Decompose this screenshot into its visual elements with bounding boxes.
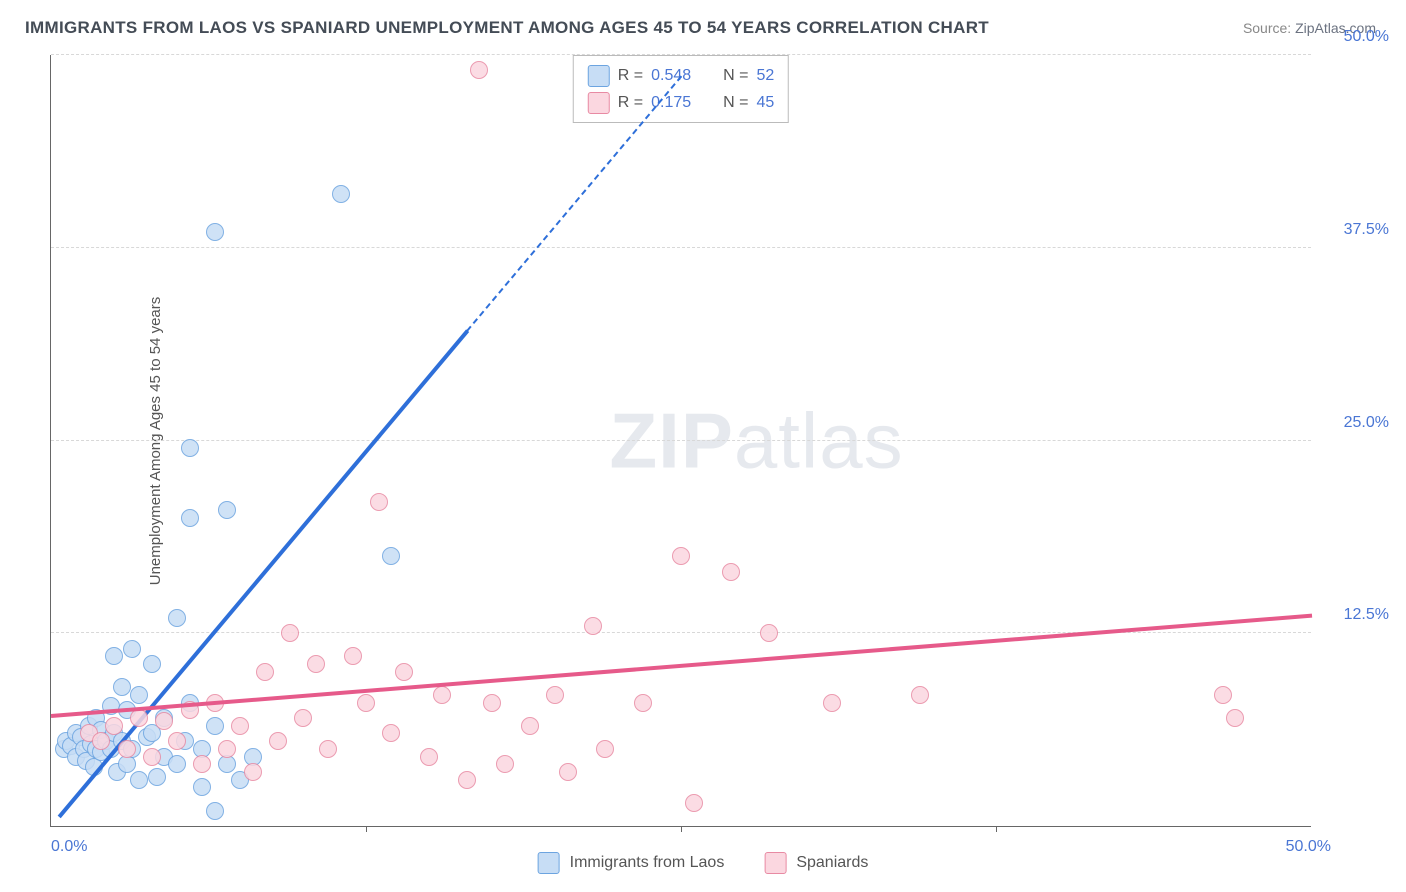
- source-label: Source:: [1243, 20, 1291, 36]
- data-point: [123, 640, 141, 658]
- n-label: N =: [723, 89, 748, 116]
- data-point: [760, 624, 778, 642]
- data-point: [911, 686, 929, 704]
- legend-label: Spaniards: [796, 854, 868, 872]
- data-point: [269, 732, 287, 750]
- legend-swatch: [588, 92, 610, 114]
- data-point: [483, 694, 501, 712]
- data-point: [433, 686, 451, 704]
- data-point: [1214, 686, 1232, 704]
- data-point: [244, 763, 262, 781]
- legend-swatch: [538, 852, 560, 874]
- data-point: [584, 617, 602, 635]
- data-point: [546, 686, 564, 704]
- data-point: [559, 763, 577, 781]
- data-point: [206, 223, 224, 241]
- data-point: [181, 439, 199, 457]
- data-point: [382, 547, 400, 565]
- data-point: [256, 663, 274, 681]
- n-value: 45: [756, 89, 774, 116]
- data-point: [370, 493, 388, 511]
- data-point: [332, 185, 350, 203]
- x-tick-label: 50.0%: [1286, 838, 1331, 856]
- watermark: ZIPatlas: [610, 395, 904, 486]
- data-point: [218, 501, 236, 519]
- data-point: [685, 794, 703, 812]
- data-point: [722, 563, 740, 581]
- data-point: [521, 717, 539, 735]
- x-tick: [681, 826, 682, 832]
- data-point: [193, 778, 211, 796]
- data-point: [130, 686, 148, 704]
- data-point: [470, 61, 488, 79]
- correlation-stats-box: R =0.548N =52R =0.175N =45: [573, 55, 789, 123]
- data-point: [395, 663, 413, 681]
- data-point: [634, 694, 652, 712]
- data-point: [168, 732, 186, 750]
- gridline: [51, 247, 1311, 248]
- data-point: [344, 647, 362, 665]
- y-tick-label: 12.5%: [1321, 606, 1389, 624]
- n-value: 52: [756, 62, 774, 89]
- y-tick-label: 37.5%: [1321, 221, 1389, 239]
- stats-row: R =0.175N =45: [588, 89, 774, 116]
- data-point: [105, 647, 123, 665]
- data-point: [307, 655, 325, 673]
- gridline: [51, 632, 1311, 633]
- data-point: [231, 717, 249, 735]
- data-point: [218, 740, 236, 758]
- data-point: [118, 755, 136, 773]
- data-point: [281, 624, 299, 642]
- data-point: [130, 709, 148, 727]
- scatter-plot: Unemployment Among Ages 45 to 54 years Z…: [50, 55, 1311, 827]
- data-point: [206, 717, 224, 735]
- y-tick-label: 50.0%: [1321, 28, 1389, 46]
- gridline: [51, 54, 1311, 55]
- data-point: [672, 547, 690, 565]
- x-tick: [366, 826, 367, 832]
- r-label: R =: [618, 89, 643, 116]
- data-point: [458, 771, 476, 789]
- legend-label: Immigrants from Laos: [570, 854, 725, 872]
- n-label: N =: [723, 62, 748, 89]
- data-point: [113, 678, 131, 696]
- legend-swatch: [764, 852, 786, 874]
- data-point: [596, 740, 614, 758]
- data-point: [118, 740, 136, 758]
- r-label: R =: [618, 62, 643, 89]
- y-tick-label: 25.0%: [1321, 414, 1389, 432]
- data-point: [1226, 709, 1244, 727]
- data-point: [420, 748, 438, 766]
- legend-swatch: [588, 65, 610, 87]
- y-axis-label: Unemployment Among Ages 45 to 54 years: [147, 296, 164, 585]
- data-point: [148, 768, 166, 786]
- data-point: [168, 755, 186, 773]
- data-point: [92, 732, 110, 750]
- data-point: [193, 755, 211, 773]
- data-point: [496, 755, 514, 773]
- x-tick-label: 0.0%: [51, 838, 87, 856]
- data-point: [319, 740, 337, 758]
- data-point: [143, 748, 161, 766]
- data-point: [357, 694, 375, 712]
- data-point: [382, 724, 400, 742]
- data-point: [168, 609, 186, 627]
- data-point: [143, 655, 161, 673]
- legend-item: Spaniards: [764, 852, 868, 874]
- gridline: [51, 440, 1311, 441]
- data-point: [130, 771, 148, 789]
- data-point: [181, 509, 199, 527]
- trend-line: [51, 614, 1312, 718]
- x-tick: [996, 826, 997, 832]
- data-point: [105, 717, 123, 735]
- data-point: [206, 802, 224, 820]
- data-point: [155, 712, 173, 730]
- chart-title: IMMIGRANTS FROM LAOS VS SPANIARD UNEMPLO…: [25, 18, 989, 38]
- data-point: [823, 694, 841, 712]
- legend-item: Immigrants from Laos: [538, 852, 725, 874]
- series-legend: Immigrants from Laos Spaniards: [538, 852, 869, 874]
- data-point: [218, 755, 236, 773]
- data-point: [294, 709, 312, 727]
